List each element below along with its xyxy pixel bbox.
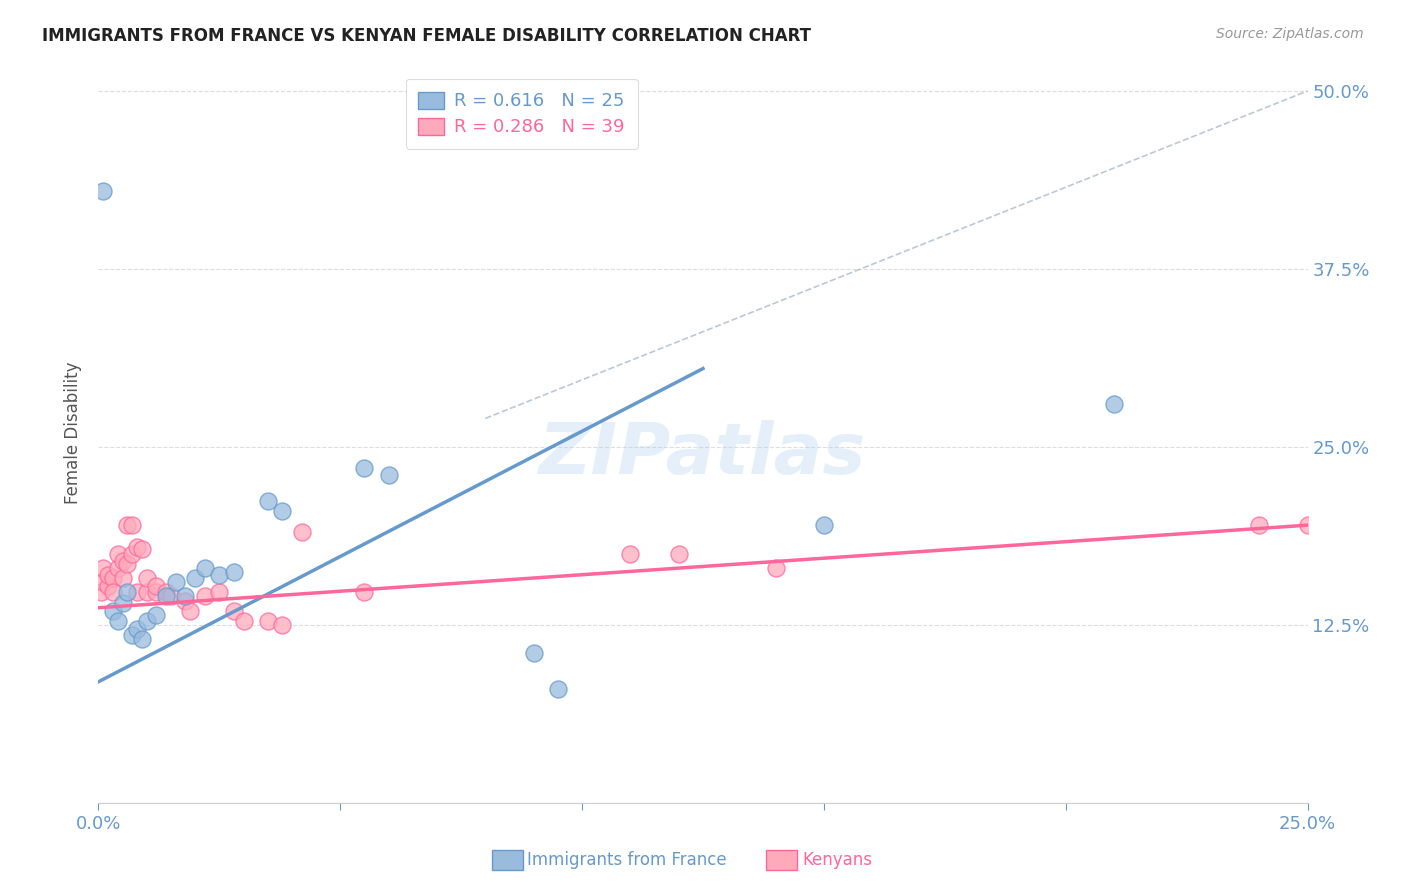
Point: [91, 184, 114, 198]
Point: [101, 571, 124, 585]
Point: [184, 571, 207, 585]
Point: [101, 585, 124, 599]
Point: [97, 579, 120, 593]
Point: [111, 597, 134, 611]
Point: [353, 461, 375, 475]
Point: [90, 585, 112, 599]
Point: [135, 614, 157, 628]
Point: [91, 561, 114, 575]
Point: [256, 614, 278, 628]
Legend: R = 0.616   N = 25, R = 0.286   N = 39: R = 0.616 N = 25, R = 0.286 N = 39: [406, 78, 637, 149]
Point: [111, 571, 134, 585]
Text: Kenyans: Kenyans: [803, 851, 873, 869]
Text: IMMIGRANTS FROM FRANCE VS KENYAN FEMALE DISABILITY CORRELATION CHART: IMMIGRANTS FROM FRANCE VS KENYAN FEMALE …: [42, 27, 811, 45]
Point: [271, 617, 294, 632]
Point: [165, 575, 187, 590]
Point: [668, 547, 690, 561]
Point: [111, 554, 134, 568]
Point: [127, 540, 149, 554]
Point: [377, 468, 399, 483]
Point: [222, 604, 245, 618]
Point: [145, 607, 167, 622]
Point: [155, 590, 177, 604]
Point: [813, 518, 835, 533]
Point: [91, 575, 114, 590]
Point: [1102, 397, 1125, 411]
Point: [271, 504, 294, 518]
Point: [135, 585, 157, 599]
Point: [131, 632, 153, 646]
Point: [117, 557, 139, 571]
Point: [131, 542, 153, 557]
Point: [121, 547, 143, 561]
Point: [117, 585, 139, 599]
Point: [135, 571, 157, 585]
Point: [194, 561, 217, 575]
Point: [232, 614, 254, 628]
Point: [107, 561, 129, 575]
Point: [155, 585, 177, 599]
Point: [256, 494, 278, 508]
Point: [1296, 518, 1319, 533]
Point: [107, 547, 129, 561]
Text: Immigrants from France: Immigrants from France: [527, 851, 727, 869]
Point: [145, 579, 167, 593]
Point: [107, 614, 129, 628]
Point: [145, 585, 167, 599]
Point: [619, 547, 641, 561]
Point: [1249, 518, 1271, 533]
Point: [127, 622, 149, 636]
Text: ZIPatlas: ZIPatlas: [540, 420, 866, 490]
Point: [194, 590, 217, 604]
Point: [121, 628, 143, 642]
Point: [101, 604, 124, 618]
Text: Source: ZipAtlas.com: Source: ZipAtlas.com: [1216, 27, 1364, 41]
Y-axis label: Female Disability: Female Disability: [65, 361, 83, 504]
Point: [353, 585, 375, 599]
Point: [547, 681, 569, 696]
Point: [523, 646, 546, 660]
Point: [208, 585, 231, 599]
Point: [222, 565, 245, 579]
Point: [121, 518, 143, 533]
Point: [174, 590, 197, 604]
Point: [290, 525, 312, 540]
Point: [765, 561, 787, 575]
Point: [117, 518, 139, 533]
Point: [174, 593, 197, 607]
Point: [179, 604, 201, 618]
Point: [160, 590, 183, 604]
Point: [97, 568, 120, 582]
Point: [127, 585, 149, 599]
Point: [208, 568, 231, 582]
